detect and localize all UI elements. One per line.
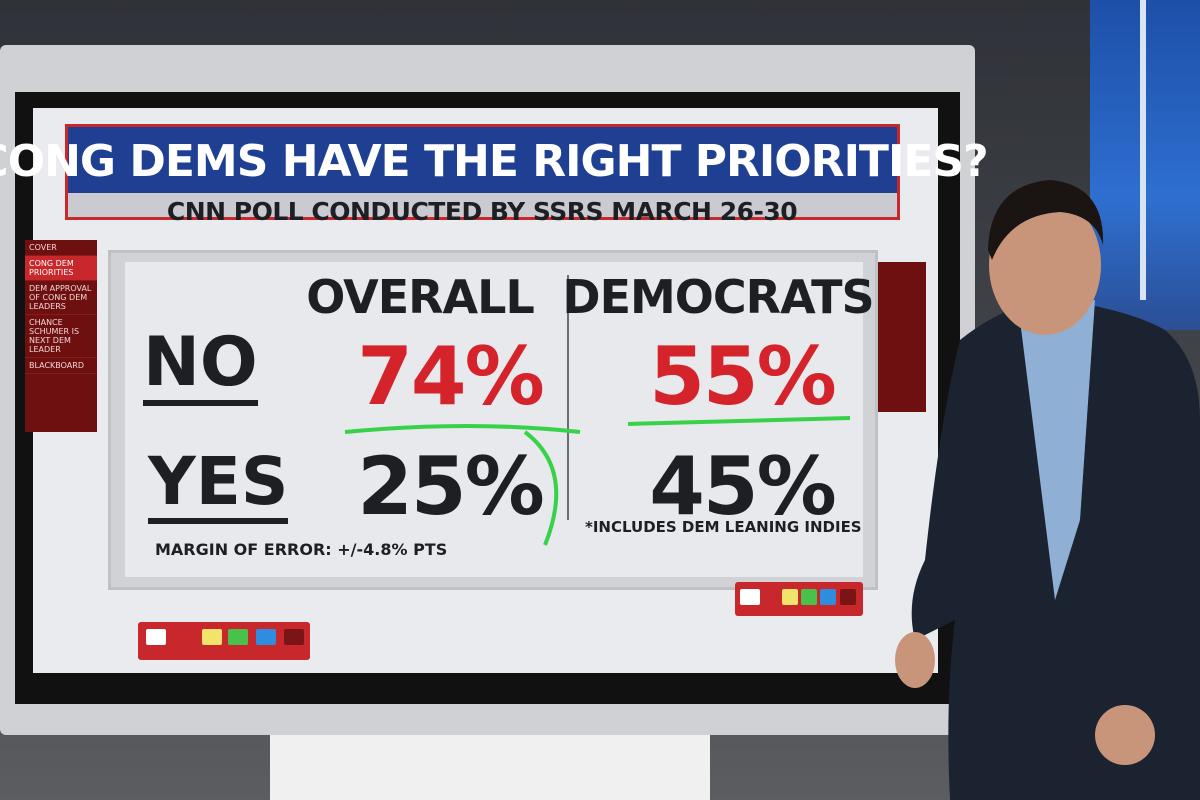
shirt <box>1020 300 1095 600</box>
head <box>989 195 1101 335</box>
subtitle: CNN POLL CONDUCTED BY SSRS MARCH 26-30 <box>166 197 798 226</box>
menu-item[interactable]: BLACKBOARD <box>25 358 97 374</box>
wall-stripe <box>1140 0 1146 300</box>
tool-button[interactable] <box>820 589 836 605</box>
row-label: YES <box>148 446 289 524</box>
percentage: 55% <box>649 330 836 423</box>
column-header: OVERALL <box>306 270 535 324</box>
hair <box>988 180 1104 260</box>
tool-button[interactable] <box>256 629 276 645</box>
pen-mark <box>344 424 581 546</box>
hand <box>1095 705 1155 765</box>
side-menu: COVER CONG DEM PRIORITIES DEM APPROVAL O… <box>25 240 97 432</box>
toolbar <box>138 622 310 660</box>
tool-button[interactable] <box>202 629 222 645</box>
percentage: 45% <box>649 440 836 533</box>
side-menu-right <box>878 262 926 412</box>
column-header: DEMOCRATS <box>562 270 874 324</box>
percentage: 74% <box>357 330 544 423</box>
menu-item[interactable]: COVER <box>25 240 97 256</box>
toolbar <box>735 582 863 616</box>
menu-item[interactable]: CONG DEM PRIORITIES <box>25 256 97 281</box>
menu-item[interactable]: DEM APPROVAL OF CONG DEM LEADERS <box>25 281 97 315</box>
tool-button[interactable] <box>146 629 166 645</box>
menu-item[interactable]: CHANCE SCHUMER IS NEXT DEM LEADER <box>25 315 97 358</box>
note: *INCLUDES DEM LEANING INDIES <box>585 518 862 536</box>
percentage: 25% <box>357 440 544 533</box>
row-label: NO <box>143 326 258 406</box>
tool-button[interactable] <box>228 629 248 645</box>
title-bar <box>68 127 897 193</box>
pen-mark <box>627 416 851 426</box>
hand <box>895 632 935 688</box>
tool-button[interactable] <box>740 589 760 605</box>
note: MARGIN OF ERROR: +/-4.8% PTS <box>155 540 448 559</box>
tool-button[interactable] <box>782 589 798 605</box>
tool-button[interactable] <box>801 589 817 605</box>
divider <box>567 275 569 520</box>
tool-button[interactable] <box>840 589 856 605</box>
title: CONG DEMS HAVE THE RIGHT PRIORITIES? <box>0 136 989 187</box>
tool-button[interactable] <box>284 629 304 645</box>
